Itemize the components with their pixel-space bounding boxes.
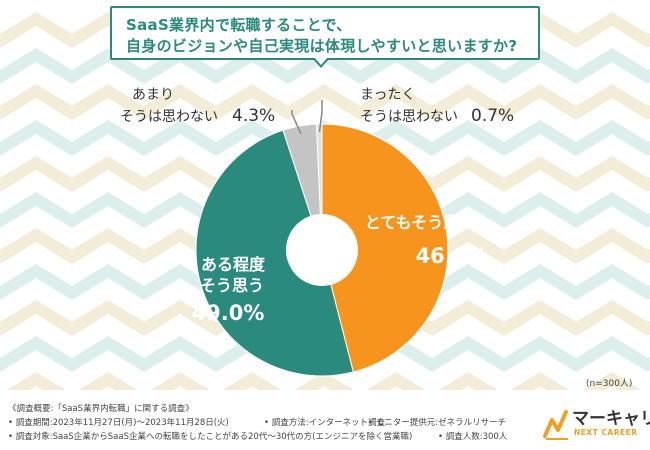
slice-label-not-at-all-line1: まったく <box>360 87 415 103</box>
question-title-box: SaaS業界内で転職することで、 自身のビジョンや自己実現は体現しやすいと思いま… <box>110 6 540 60</box>
slice-value-somewhat-agree: 49.0% <box>192 301 265 325</box>
slice-value-not-at-all: 0.7% <box>471 106 514 126</box>
logo-name: マーキャリ <box>572 409 650 429</box>
slice-label-not-much-line1: あまり <box>132 87 174 103</box>
sample-size-note: (n=300人) <box>586 379 633 389</box>
slice-label-somewhat-agree-line2: そう思う <box>200 276 264 295</box>
survey-target: • 調査対象:SaaS企業からSaaS企業への転職をしたことがある20代〜30代… <box>8 432 413 442</box>
leader-line-not-much <box>291 110 302 135</box>
logo-mark-icon <box>543 410 568 440</box>
slice-label-very-agree: とてもそう思う <box>365 213 475 232</box>
survey-method: • 調査方法:インターネット調査 <box>264 418 386 428</box>
zigzag-stripe <box>0 47 650 85</box>
donut-hole <box>286 214 358 286</box>
leader-line-not-at-all <box>318 100 323 133</box>
question-title-line2: 自身のビジョンや自己実現は体現しやすいと思いますか? <box>126 37 518 55</box>
brand-logo: マーキャリ NEXT CAREER <box>540 402 650 446</box>
footer-panel <box>0 390 650 450</box>
survey-overview: 《調査概要:「SaaS業界内転職」に関する調査》 <box>8 404 194 414</box>
survey-period: • 調査期間:2023年11月27日(月)〜2023年11月28日(火) <box>8 418 229 428</box>
slice-label-not-much-line2: そうは思わない <box>120 109 218 125</box>
slice-somewhat-agree <box>195 129 354 377</box>
slice-value-not-much: 4.3% <box>232 106 275 126</box>
title-pointer-inner <box>314 57 328 65</box>
slice-very-agree <box>321 123 449 373</box>
survey-count: • 調査人数:300人 <box>438 432 508 442</box>
slice-label-somewhat-agree-line1: ある程度 <box>201 255 266 274</box>
survey-monitor: • モニター提供元:ゼネラルリサーチ <box>368 418 507 428</box>
zigzag-stripe <box>0 83 650 121</box>
logo-tagline: NEXT CAREER <box>574 428 638 437</box>
slice-value-very-agree: 46.0% <box>416 244 489 268</box>
question-title-line1: SaaS業界内で転職することで、 <box>126 16 352 34</box>
slice-label-not-at-all-line2: そうは思わない <box>360 109 458 125</box>
donut-chart: とてもそう思う 46.0% ある程度 そう思う 49.0% あまり そうは思わな… <box>120 87 514 377</box>
